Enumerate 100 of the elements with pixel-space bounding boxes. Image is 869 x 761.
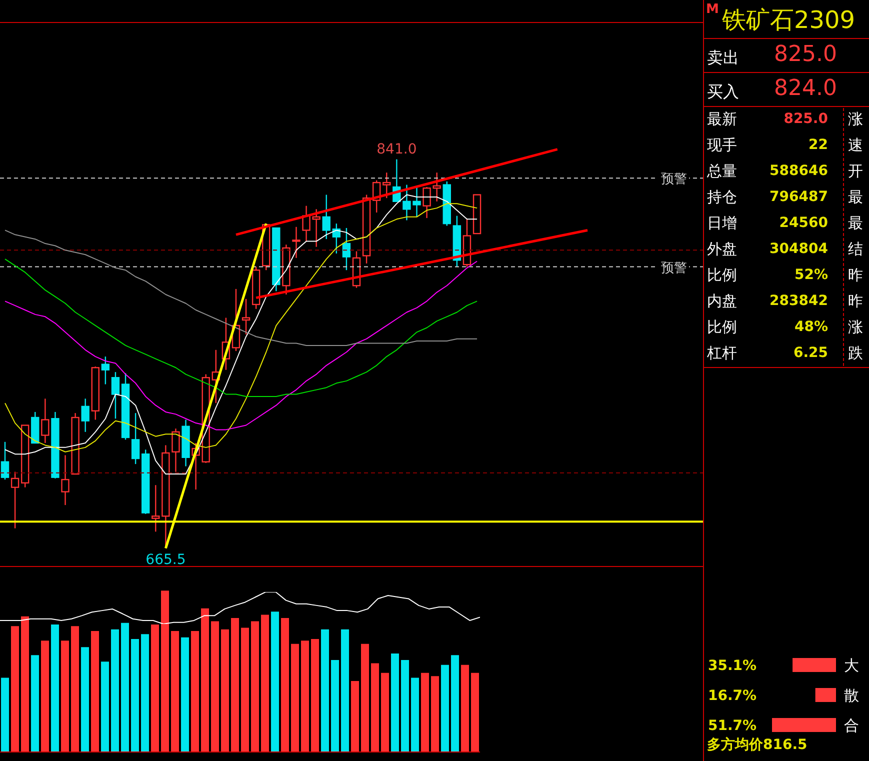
bar [191, 630, 199, 752]
bar [301, 640, 309, 752]
bar [111, 629, 119, 752]
text: 持仓 [707, 188, 737, 206]
bar [71, 626, 79, 752]
data-label: 16.7% [708, 688, 757, 704]
text: 跌 [848, 344, 863, 362]
y-tick-label: 大 [844, 656, 859, 674]
text: 铁矿石2309 [722, 6, 856, 34]
text: M [706, 2, 719, 17]
bar [461, 664, 469, 752]
candlestick [41, 398, 50, 444]
text: 825.0 [774, 42, 837, 67]
text: 涨 [848, 110, 863, 128]
candlestick [342, 227, 351, 271]
text: 开 [848, 162, 863, 180]
bar [201, 608, 209, 752]
bar [251, 621, 259, 752]
ref-line-label: 预警 [661, 172, 687, 188]
bar [41, 640, 49, 752]
candlestick [382, 172, 391, 199]
text: 最新 [707, 110, 737, 128]
bar [91, 630, 99, 752]
candlestick [172, 428, 180, 472]
text: 结 [848, 240, 863, 258]
bar [1, 678, 9, 752]
text: 588646 [770, 163, 828, 179]
y-tick-label: 合 [844, 716, 859, 734]
text: 比例 [707, 266, 737, 284]
candlestick [162, 444, 170, 549]
bar [341, 629, 349, 752]
text: 昨 [848, 292, 863, 310]
text: 22 [808, 137, 828, 153]
bar [391, 654, 399, 752]
text: 最 [848, 188, 863, 206]
bar [271, 612, 279, 752]
bar [291, 644, 299, 752]
bar [451, 655, 459, 752]
text: 卖出 [707, 48, 739, 67]
bar [181, 637, 189, 752]
bar [361, 644, 369, 752]
bar [431, 676, 439, 752]
bar [151, 624, 159, 752]
bar [471, 672, 479, 752]
data-label: 35.1% [708, 658, 757, 674]
candlestick [292, 226, 300, 259]
text: 昨 [848, 266, 863, 284]
text: 6.25 [793, 345, 828, 361]
bar [131, 639, 139, 752]
text: 283842 [770, 293, 828, 309]
bar [221, 629, 229, 752]
bar [81, 647, 89, 752]
annotation: 841.0 [376, 141, 417, 158]
bar [381, 672, 389, 752]
text: 304804 [770, 241, 828, 257]
annotation: 665.5 [146, 552, 186, 568]
bar [121, 622, 129, 752]
bar [441, 664, 449, 752]
bar [11, 626, 19, 752]
bar [411, 678, 419, 752]
candlestick [242, 298, 250, 335]
text: 总量 [707, 162, 737, 180]
text: 买入 [707, 82, 739, 101]
bar [281, 618, 289, 752]
text: 杠杆 [707, 344, 737, 362]
ref-line-label: 预警 [661, 260, 687, 276]
candlestick [61, 454, 70, 506]
bar [401, 660, 409, 752]
annotation: 多方均价816.5 [707, 737, 808, 753]
text: 24560 [779, 215, 828, 231]
text: 824.0 [774, 76, 837, 101]
candlestick [81, 398, 90, 433]
y-tick-label: 散 [844, 686, 859, 704]
bar [311, 639, 319, 752]
text: 最 [848, 214, 863, 232]
bar [51, 624, 59, 752]
bar [21, 616, 29, 752]
text: 日增 [707, 214, 737, 232]
bar [171, 630, 179, 752]
text: 825.0 [784, 111, 828, 127]
candlestick [152, 484, 160, 532]
text: 796487 [770, 189, 828, 205]
text: 52% [794, 267, 828, 283]
bar [161, 590, 169, 752]
text: 速 [848, 136, 863, 154]
bar [141, 634, 149, 752]
bar [241, 628, 249, 752]
bar [321, 629, 329, 752]
text: 比例 [707, 318, 737, 336]
text: 现手 [707, 136, 737, 154]
bar [231, 618, 239, 752]
bar [31, 655, 39, 752]
bar [61, 640, 69, 752]
bar [331, 660, 339, 752]
text: 涨 [848, 318, 863, 336]
text: 外盘 [707, 240, 737, 258]
bar [261, 614, 269, 752]
bar [421, 672, 429, 752]
bar [371, 663, 379, 752]
bar [101, 662, 109, 752]
